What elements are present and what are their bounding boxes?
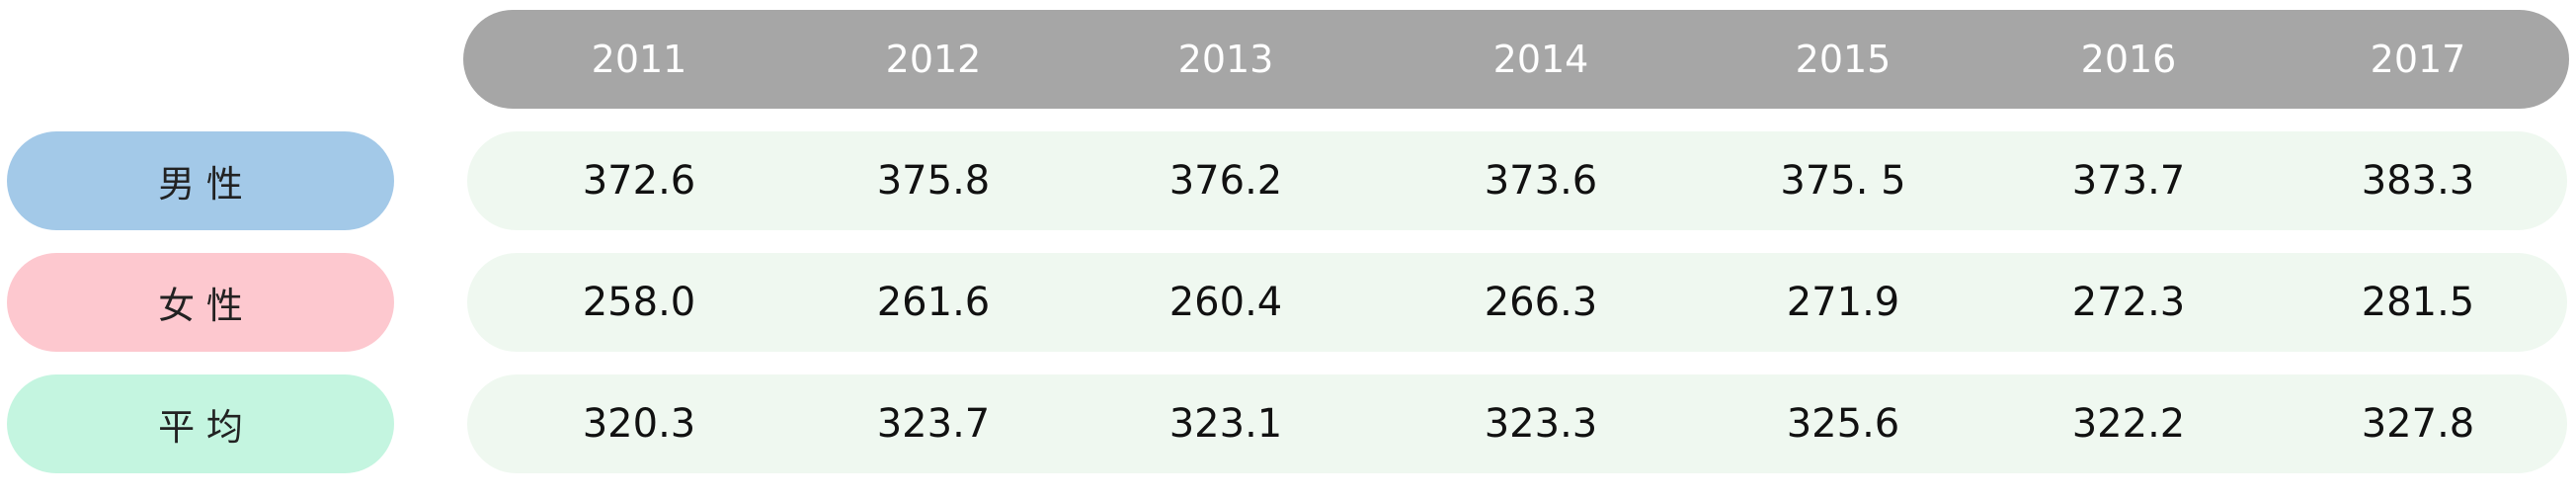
cell-value: 323.7 [876, 401, 991, 447]
row-label: 男 性 [7, 131, 394, 230]
cell-value: 272.3 [2071, 280, 2186, 325]
cell-value: 261.6 [876, 280, 991, 325]
column-header: 2017 [2370, 38, 2466, 81]
cell-value: 325.6 [1786, 401, 1900, 447]
cell-value: 372.6 [582, 158, 696, 204]
row-label: 平 均 [7, 374, 394, 473]
cell-value: 375.8 [876, 158, 991, 204]
cell-value: 327.8 [2361, 401, 2475, 447]
cell-value: 323.1 [1168, 401, 1283, 447]
cell-value: 281.5 [2361, 280, 2475, 325]
cell-value: 323.3 [1484, 401, 1598, 447]
column-header: 2015 [1795, 38, 1892, 81]
cell-value: 373.7 [2071, 158, 2186, 204]
column-header: 2014 [1492, 38, 1589, 81]
cell-value: 266.3 [1484, 280, 1598, 325]
cell-value: 260.4 [1168, 280, 1283, 325]
cell-value: 375. 5 [1780, 158, 1906, 204]
cell-value: 376.2 [1168, 158, 1283, 204]
cell-value: 320.3 [582, 401, 696, 447]
row-band [467, 374, 2567, 473]
row-band [467, 253, 2567, 352]
cell-value: 373.6 [1484, 158, 1598, 204]
column-header: 2013 [1177, 38, 1274, 81]
header-bar [463, 10, 2569, 109]
cell-value: 383.3 [2361, 158, 2475, 204]
row-label: 女 性 [7, 253, 394, 352]
column-header: 2016 [2080, 38, 2177, 81]
cell-value: 271.9 [1786, 280, 1900, 325]
column-header: 2012 [885, 38, 982, 81]
row-band [467, 131, 2567, 230]
column-header: 2011 [591, 38, 687, 81]
cell-value: 258.0 [582, 280, 696, 325]
cell-value: 322.2 [2071, 401, 2186, 447]
